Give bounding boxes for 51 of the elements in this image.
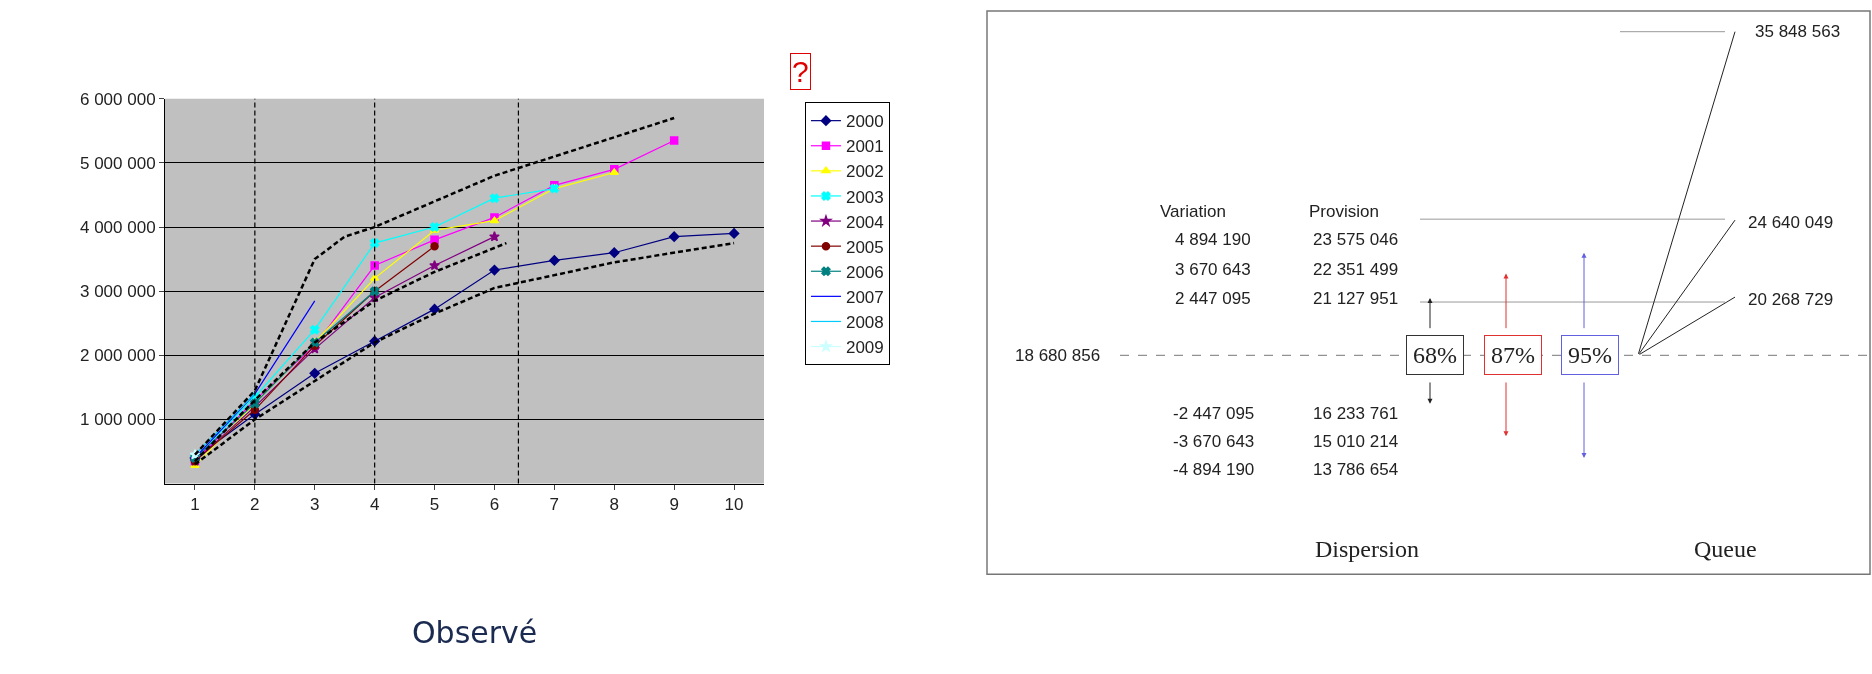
text: Provision xyxy=(1309,202,1379,221)
x-tick-label: 9 xyxy=(669,494,679,514)
text: 4 894 190 xyxy=(1175,230,1251,249)
y-tick-label: 1 000 000 xyxy=(79,410,156,430)
y-tick-label: 3 000 000 xyxy=(79,282,156,302)
text: 68% xyxy=(1413,342,1457,368)
x-tick-label: 10 xyxy=(724,494,744,514)
text: Variation xyxy=(1160,202,1226,221)
text: -4 894 190 xyxy=(1173,460,1255,479)
text: 21 127 951 xyxy=(1313,289,1399,308)
text: 18 680 856 xyxy=(1015,346,1101,365)
text: 24 640 049 xyxy=(1748,213,1834,232)
text: 22 351 499 xyxy=(1313,260,1399,279)
x-tick-label: 8 xyxy=(609,494,619,514)
x-tick-label: 2 xyxy=(250,494,260,514)
legend-label: 2009 xyxy=(845,338,884,358)
text: 35 848 563 xyxy=(1755,22,1841,41)
text: ? xyxy=(792,55,809,88)
text: Queue xyxy=(1694,536,1757,562)
text: 95% xyxy=(1568,342,1612,368)
legend-label: 2001 xyxy=(845,137,884,157)
x-tick-label: 7 xyxy=(549,494,560,514)
text: 16 233 761 xyxy=(1313,404,1399,423)
y-tick-label: 4 000 000 xyxy=(79,217,156,237)
text: Observé xyxy=(412,615,538,650)
text: -3 670 643 xyxy=(1173,432,1255,451)
text: 23 575 046 xyxy=(1313,230,1399,249)
legend-label: 2003 xyxy=(845,187,884,207)
y-tick-label: 2 000 000 xyxy=(79,346,156,366)
text: 20 268 729 xyxy=(1748,290,1834,309)
legend-label: 2005 xyxy=(845,237,884,257)
text: 87% xyxy=(1491,342,1535,368)
text: 2 447 095 xyxy=(1175,289,1251,308)
legend-label: 2000 xyxy=(845,112,884,132)
text: 3 670 643 xyxy=(1175,260,1251,279)
x-tick-label: 3 xyxy=(310,494,320,514)
legend-label: 2008 xyxy=(845,313,884,333)
legend-label: 2007 xyxy=(845,287,884,307)
y-tick-label: 6 000 000 xyxy=(79,89,156,109)
y-tick-label: 5 000 000 xyxy=(79,153,156,173)
text: Dispersion xyxy=(1315,536,1419,562)
legend-label: 2006 xyxy=(845,262,884,282)
text: 13 786 654 xyxy=(1313,460,1399,479)
x-tick-label: 5 xyxy=(429,494,440,514)
legend-label: 2002 xyxy=(845,162,884,182)
x-tick-label: 4 xyxy=(369,494,380,514)
text: -2 447 095 xyxy=(1173,404,1255,423)
x-tick-label: 1 xyxy=(190,494,200,514)
x-tick-label: 6 xyxy=(489,494,500,514)
legend-label: 2004 xyxy=(845,212,884,232)
text: 15 010 214 xyxy=(1313,432,1399,451)
